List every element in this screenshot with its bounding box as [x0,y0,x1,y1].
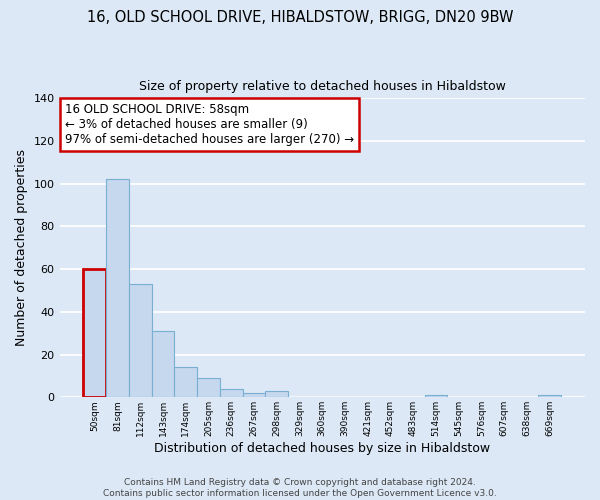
Bar [220,389,242,398]
Title: Size of property relative to detached houses in Hibaldstow: Size of property relative to detached ho… [139,80,506,93]
Bar [152,331,175,398]
Text: 16, OLD SCHOOL DRIVE, HIBALDSTOW, BRIGG, DN20 9BW: 16, OLD SCHOOL DRIVE, HIBALDSTOW, BRIGG,… [87,10,513,25]
Bar [175,368,197,398]
Bar [265,391,288,398]
Bar [538,395,561,398]
Text: 16 OLD SCHOOL DRIVE: 58sqm
← 3% of detached houses are smaller (9)
97% of semi-d: 16 OLD SCHOOL DRIVE: 58sqm ← 3% of detac… [65,103,354,146]
Y-axis label: Number of detached properties: Number of detached properties [15,150,28,346]
Bar [83,269,106,398]
X-axis label: Distribution of detached houses by size in Hibaldstow: Distribution of detached houses by size … [154,442,490,455]
Text: Contains HM Land Registry data © Crown copyright and database right 2024.
Contai: Contains HM Land Registry data © Crown c… [103,478,497,498]
Bar [197,378,220,398]
Bar [106,180,129,398]
Bar [129,284,152,398]
Bar [425,395,448,398]
Bar [242,393,265,398]
